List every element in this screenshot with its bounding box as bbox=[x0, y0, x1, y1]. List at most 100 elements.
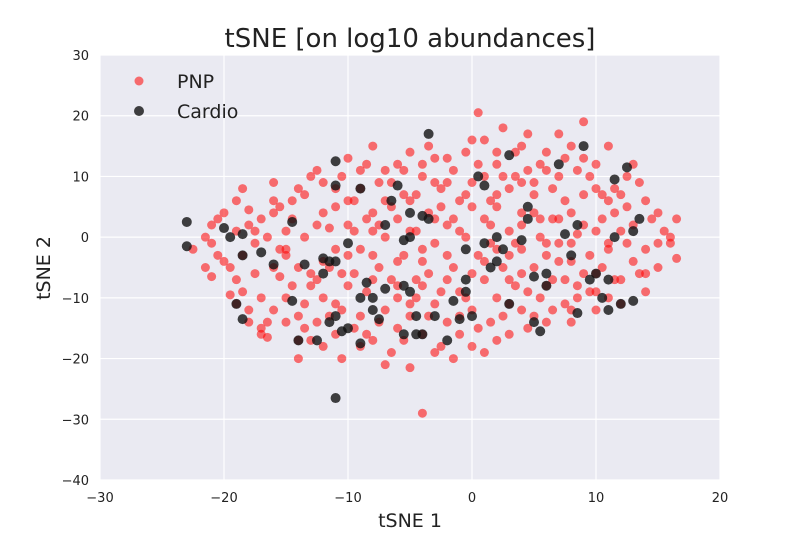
pnp-point bbox=[517, 244, 527, 254]
cardio-point bbox=[591, 268, 601, 279]
pnp-point bbox=[231, 196, 241, 206]
pnp-point bbox=[535, 214, 545, 224]
cardio-point bbox=[287, 216, 298, 227]
pnp-point bbox=[417, 281, 427, 291]
pnp-point bbox=[498, 263, 508, 272]
pnp-point bbox=[579, 117, 589, 127]
pnp-point bbox=[213, 214, 223, 224]
pnp-point bbox=[250, 226, 260, 236]
pnp-point bbox=[672, 214, 682, 224]
pnp-point bbox=[281, 250, 291, 260]
pnp-point bbox=[523, 165, 533, 175]
pnp-point bbox=[200, 232, 210, 242]
pnp-point bbox=[560, 299, 570, 309]
pnp-point bbox=[442, 275, 452, 285]
cardio-point bbox=[584, 274, 595, 285]
pnp-point bbox=[393, 214, 403, 224]
pnp-point bbox=[411, 275, 421, 285]
pnp-point bbox=[306, 171, 316, 181]
cardio-point bbox=[429, 311, 440, 322]
pnp-point bbox=[393, 256, 403, 266]
pnp-point bbox=[572, 229, 582, 239]
pnp-point bbox=[492, 202, 502, 212]
pnp-point bbox=[331, 202, 341, 212]
pnp-point bbox=[585, 250, 595, 260]
pnp-point bbox=[572, 165, 582, 175]
pnp-point bbox=[479, 135, 489, 145]
pnp-point bbox=[579, 153, 589, 163]
pnp-point bbox=[634, 269, 644, 279]
cardio-point bbox=[225, 232, 236, 243]
pnp-point bbox=[479, 348, 489, 357]
pnp-point bbox=[430, 153, 440, 163]
pnp-point bbox=[430, 299, 440, 309]
pnp-point bbox=[318, 178, 328, 187]
cardio-point bbox=[330, 256, 341, 267]
pnp-point bbox=[386, 275, 396, 285]
y-tick-label: 10 bbox=[72, 170, 89, 185]
x-tick-label: −20 bbox=[210, 491, 237, 506]
legend-marker-pnp bbox=[134, 76, 144, 86]
cardio-point bbox=[448, 295, 459, 306]
pnp-point bbox=[318, 341, 328, 351]
pnp-point bbox=[554, 214, 564, 224]
cardio-point bbox=[423, 213, 434, 224]
pnp-point bbox=[622, 171, 632, 181]
pnp-point bbox=[492, 159, 502, 169]
pnp-point bbox=[417, 408, 427, 418]
pnp-point bbox=[293, 184, 303, 194]
pnp-point bbox=[430, 178, 440, 187]
pnp-point bbox=[312, 275, 322, 285]
pnp-point bbox=[572, 281, 582, 291]
y-tick-labels: −40 −30 −20 −10 0 10 20 30 bbox=[62, 49, 89, 489]
pnp-point bbox=[461, 232, 471, 242]
pnp-point bbox=[548, 214, 558, 224]
pnp-point bbox=[504, 184, 514, 194]
pnp-point bbox=[417, 244, 427, 254]
cardio-point bbox=[560, 229, 570, 240]
cardio-point bbox=[535, 326, 546, 337]
pnp-point bbox=[554, 129, 564, 139]
y-tick-label: −20 bbox=[62, 353, 89, 368]
cardio-point bbox=[609, 232, 620, 243]
pnp-point bbox=[486, 220, 496, 230]
x-axis-label: tSNE 1 bbox=[378, 510, 442, 532]
pnp-point bbox=[603, 244, 613, 254]
pnp-point bbox=[455, 226, 465, 236]
y-tick-label: 30 bbox=[72, 49, 89, 64]
cardio-point bbox=[498, 244, 508, 255]
cardio-point bbox=[181, 241, 192, 252]
cardio-point bbox=[566, 250, 577, 261]
pnp-point bbox=[504, 275, 514, 285]
pnp-point bbox=[238, 287, 248, 297]
pnp-point bbox=[659, 226, 669, 236]
pnp-point bbox=[219, 208, 229, 218]
pnp-point bbox=[591, 305, 601, 315]
pnp-point bbox=[424, 269, 434, 279]
pnp-point bbox=[517, 269, 527, 279]
pnp-point bbox=[504, 329, 514, 339]
pnp-point bbox=[362, 329, 372, 339]
cardio-point bbox=[473, 171, 484, 182]
cardio-point bbox=[541, 280, 552, 291]
cardio-point bbox=[361, 277, 372, 288]
cardio-point bbox=[485, 262, 496, 273]
pnp-point bbox=[641, 196, 651, 206]
x-tick-label: 0 bbox=[468, 491, 476, 506]
pnp-point bbox=[628, 256, 638, 266]
pnp-point bbox=[591, 226, 601, 236]
pnp-point bbox=[597, 190, 607, 200]
pnp-point bbox=[250, 269, 260, 279]
pnp-point bbox=[523, 129, 533, 139]
pnp-point bbox=[541, 238, 551, 248]
pnp-point bbox=[269, 305, 279, 315]
pnp-point bbox=[374, 178, 384, 187]
cardio-point bbox=[529, 317, 539, 328]
pnp-point bbox=[523, 287, 533, 297]
cardio-point bbox=[622, 162, 632, 173]
pnp-point bbox=[535, 159, 545, 169]
y-tick-label: 0 bbox=[81, 231, 89, 246]
cardio-point bbox=[330, 156, 341, 167]
pnp-point bbox=[523, 323, 533, 333]
pnp-point bbox=[641, 287, 651, 297]
